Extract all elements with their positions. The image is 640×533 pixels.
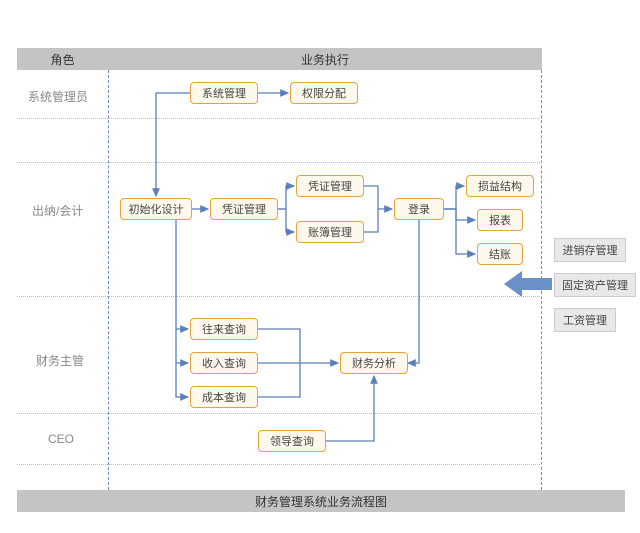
role-finance-mgr: 财务主管 [36, 352, 84, 369]
side-fixed-asset: 固定资产管理 [554, 273, 636, 297]
side-inventory: 进销存管理 [554, 238, 626, 262]
node-income: 收入查询 [190, 352, 258, 374]
side-salary: 工资管理 [554, 308, 616, 332]
swimlane-div-0 [17, 118, 542, 119]
lane-divider-1 [108, 70, 109, 490]
node-init-design: 初始化设计 [120, 198, 192, 220]
flow-arrows [0, 0, 640, 533]
role-ceo: CEO [48, 432, 74, 446]
node-receivable: 往来查询 [190, 318, 258, 340]
node-leader-query: 领导查询 [258, 430, 326, 452]
node-sys-mgmt: 系统管理 [190, 82, 258, 104]
role-sysadmin: 系统管理员 [28, 88, 88, 105]
node-settle: 结账 [477, 243, 523, 265]
swimlane-div-2 [17, 296, 542, 297]
node-voucher-a: 凭证管理 [210, 198, 278, 220]
big-arrow-icon [504, 269, 552, 299]
node-perm-alloc: 权限分配 [290, 82, 358, 104]
node-fin-analysis: 财务分析 [340, 352, 408, 374]
swimlane-div-1 [17, 162, 542, 163]
footer-bar: 财务管理系统业务流程图 [17, 490, 625, 512]
node-login: 登录 [394, 198, 444, 220]
header-bar: 角色 业务执行 [17, 48, 542, 70]
header-role: 角色 [17, 51, 108, 68]
role-accounting: 出纳/会计 [32, 202, 83, 219]
swimlane-div-3 [17, 413, 542, 414]
node-book-mgmt: 账簿管理 [296, 221, 364, 243]
swimlane-div-4 [17, 464, 542, 465]
header-exec: 业务执行 [108, 51, 542, 68]
node-report: 报表 [477, 209, 523, 231]
node-cost: 成本查询 [190, 386, 258, 408]
node-voucher-b: 凭证管理 [296, 175, 364, 197]
node-pl-struct: 损益结构 [466, 175, 534, 197]
diagram-title: 财务管理系统业务流程图 [255, 493, 387, 510]
